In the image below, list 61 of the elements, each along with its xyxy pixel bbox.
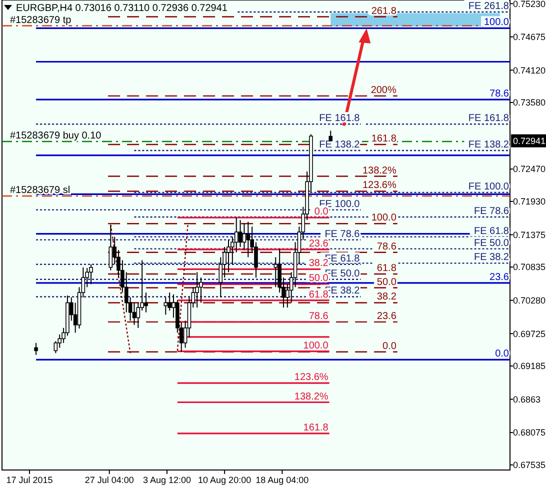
series-label: FE 78.6 (474, 206, 510, 218)
y-tick-label: 0.70835 (513, 262, 546, 272)
series-label: 0.0 (382, 340, 397, 352)
series-label: 38.2 (376, 292, 397, 303)
y-tick-label: 0.67535 (513, 460, 546, 470)
series-label: 100.0 (484, 17, 510, 28)
y-tick-label: 0.69185 (513, 361, 546, 372)
y-tick-label: 0.75230 (513, 0, 546, 9)
series-label: FE 138.2 (468, 139, 510, 150)
x-tick-label: 27 Jul 04:00 (84, 475, 134, 485)
series-label: 138.2% (294, 391, 328, 402)
series-label: 100.0 (303, 340, 329, 352)
series-label: FE 100.0 (468, 181, 510, 192)
ref-line-label: #15283679 tp (10, 14, 72, 26)
series-label: 23.6 (490, 272, 510, 283)
y-tick-label: 0.71930 (513, 196, 546, 207)
series-label: 261.8 (371, 6, 397, 17)
series-label: FE 161.8 (319, 113, 360, 124)
series-label: FE 161.8 (468, 113, 510, 124)
series-label: 161.8 (303, 422, 329, 434)
series-label: FE 38.2 (474, 252, 510, 264)
series-label: FE 261.8 (468, 0, 510, 12)
series-label: 78.6 (308, 310, 329, 322)
series-label: 61.8 (376, 262, 397, 274)
series-label: 0.0 (495, 348, 510, 360)
series-label: FE 50.0 (474, 238, 510, 249)
y-tick-label: 0.71375 (513, 230, 546, 240)
x-tick-label: 10 Aug 20:00 (198, 475, 252, 485)
series-label: 161.8 (371, 133, 397, 144)
series-label: FE 138.2 (319, 139, 360, 150)
series-label: 61.8 (308, 289, 329, 300)
text: 0.72941 (513, 136, 546, 146)
series-label: 0.0 (314, 206, 329, 218)
series-label: 50.0 (376, 276, 397, 288)
series-label: 123.6% (362, 180, 397, 192)
series-label: 50.0 (308, 273, 329, 284)
ref-line-label: #15283679 buy 0.10 (10, 130, 102, 142)
series-label: 23.6 (308, 238, 329, 250)
series-label: 38.2 (308, 258, 329, 270)
series-label: 200% (370, 84, 397, 96)
chart-title: EURGBP,H4 0.73016 0.73110 0.72936 0.72941 (16, 3, 228, 14)
y-tick-label: 0.73580 (513, 98, 546, 108)
y-tick-label: 0.74675 (513, 32, 546, 42)
y-tick-label: 0.70280 (513, 295, 546, 306)
y-tick-label: 0.72470 (513, 164, 546, 174)
y-tick-label: 0.69725 (513, 328, 546, 339)
series-label: FE 78.6 (324, 228, 360, 240)
x-tick-label: 18 Aug 04:00 (256, 475, 309, 485)
series-label: 100.0 (371, 212, 397, 224)
series-label: 23.6 (376, 310, 397, 322)
y-tick-label: 0.6863 (513, 394, 541, 404)
ref-line-label: #15283679 sl (10, 185, 70, 196)
series-label: 78.6 (376, 241, 397, 252)
series-label: 138.2% (362, 165, 397, 176)
x-tick-label: 17 Jul 2015 (6, 475, 53, 485)
series-label: 123.6% (294, 372, 328, 384)
y-tick-label: 0.68075 (513, 428, 546, 438)
series-label: 78.6 (490, 88, 510, 100)
x-tick-label: 3 Aug 12:00 (142, 475, 191, 485)
y-tick-label: 0.74120 (513, 65, 546, 76)
series-label: FE 61.8 (474, 226, 510, 237)
